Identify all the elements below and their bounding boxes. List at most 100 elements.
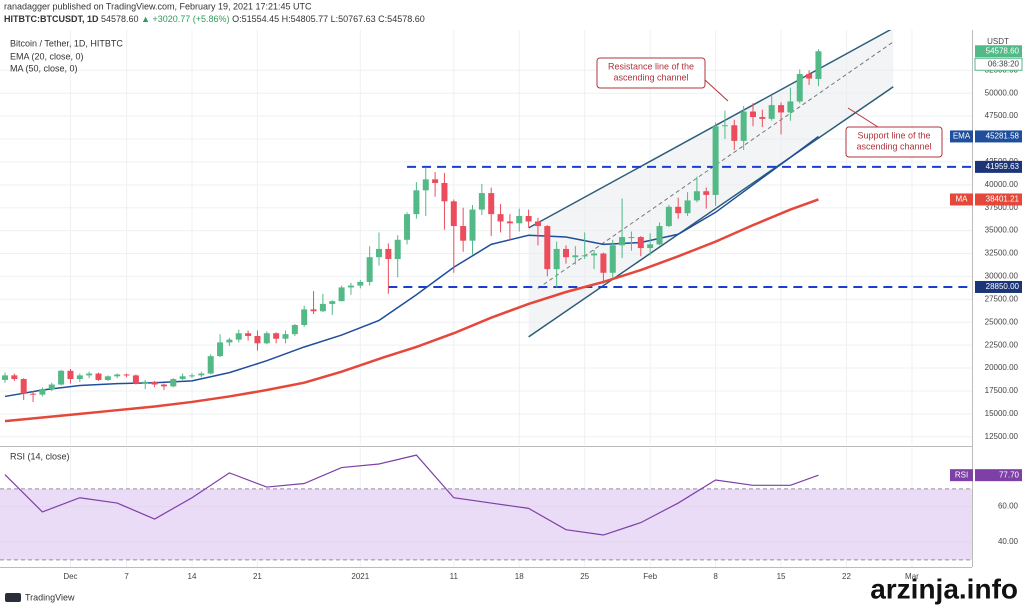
candle-body [207,356,214,374]
candle-body [778,105,785,113]
candle-body [273,333,280,339]
candle-body [675,206,682,214]
last-price-tag [975,45,1022,58]
level-tag-value: 41959.63 [986,162,1020,171]
candle-body [656,226,663,245]
rsi-tag-name-text: RSI [955,470,968,479]
ma-tag [975,193,1022,206]
y-tick-label: 20000.00 [985,363,1019,372]
candle-body [95,373,102,380]
candle-body [310,309,317,312]
candle-body [48,384,55,390]
ema-tag-value: 45281.58 [986,132,1020,141]
candle-body [619,237,626,246]
candle-body [759,117,766,119]
candle-body [600,253,607,273]
annotation-arrow [704,79,729,102]
y-tick-label: 12500.00 [985,432,1019,441]
trendline [528,30,892,229]
ma-legend: MA (50, close, 0) [10,63,78,73]
candle-body [572,255,579,258]
candle-body [591,253,598,256]
x-tick-label: 25 [580,572,589,581]
x-tick-label: 14 [188,572,197,581]
candle-body [460,226,467,241]
candle-body [366,257,373,282]
main-panel [0,30,972,445]
y-tick-label: 30000.00 [985,272,1019,281]
candle-body [179,376,186,380]
y-tick-label: 35000.00 [985,226,1019,235]
candle-body [815,51,822,79]
candle-body [647,244,654,249]
y-tick-label: 17500.00 [985,386,1019,395]
y-tick-label: 50000.00 [985,88,1019,97]
candle-body [665,206,672,227]
footer-logo [5,593,21,602]
candle-body [497,214,504,222]
x-tick-label: 21 [253,572,262,581]
candle-body [768,105,775,119]
candle-body [347,285,354,288]
annotation-arrow [847,107,879,128]
last-price-tag-value: 54578.60 [986,46,1020,55]
candle-body [422,179,429,191]
candle-body [291,324,298,335]
watermark: arzinja.info [870,573,1018,604]
ma-tag-name-text: MA [956,195,969,204]
y-tick-label: 25000.00 [985,317,1019,326]
candle-body [525,215,532,222]
ohlc: O:51554.45 H:54805.77 L:50767.63 C:54578… [232,14,425,24]
candle-body [217,342,224,357]
candle-body [160,384,167,387]
change: ▲ +3020.77 (+5.86%) [141,14,229,24]
ema-line [4,135,819,398]
y-tick-label: 37500.00 [985,203,1019,212]
candle-body [189,375,195,377]
candle-body [39,389,46,395]
publisher: ranadagger published on TradingView.com,… [4,1,312,11]
candle-body [58,370,65,385]
rsi-tag-name [950,469,973,482]
candle-body [712,126,719,195]
annotation-text: ascending channel [613,72,688,82]
rsi-tag-value: 77.70 [999,470,1020,479]
candle-body [787,101,794,113]
candle-body [469,209,476,241]
candle-body [376,248,382,258]
rsi-panel [0,448,972,567]
candle-body [263,333,270,344]
trendline [537,41,894,289]
trendline [528,86,894,338]
countdown: 06:38:20 [988,59,1020,68]
candle-body [413,190,420,215]
candle-body [254,335,261,344]
candle-body [703,191,710,195]
candle-body [198,373,205,376]
candle-body [534,221,541,227]
candle-body [357,281,364,286]
candle-body [563,248,569,258]
candle-body [338,287,345,302]
candle-body [67,370,74,380]
x-tick-label: Mar [905,572,919,581]
price: 54578.60 [101,14,139,24]
candle-body [114,374,121,377]
rsi-line [4,454,819,536]
y-tick-label: 15000.00 [985,409,1019,418]
rsi-tick-label: 40.00 [998,537,1019,546]
x-tick-label: 7 [124,572,129,581]
currency: USDT [987,37,1009,46]
ma-tag-value: 38401.21 [986,195,1020,204]
candle-body [132,375,139,384]
candle-body [226,339,233,343]
annotation-box [596,57,706,89]
candle-body [796,73,803,102]
annotation-text: Resistance line of the [608,61,694,71]
x-tick-label: 18 [515,572,524,581]
candle-body [684,200,691,214]
ema-tag [975,130,1022,143]
candle-body [394,239,401,260]
